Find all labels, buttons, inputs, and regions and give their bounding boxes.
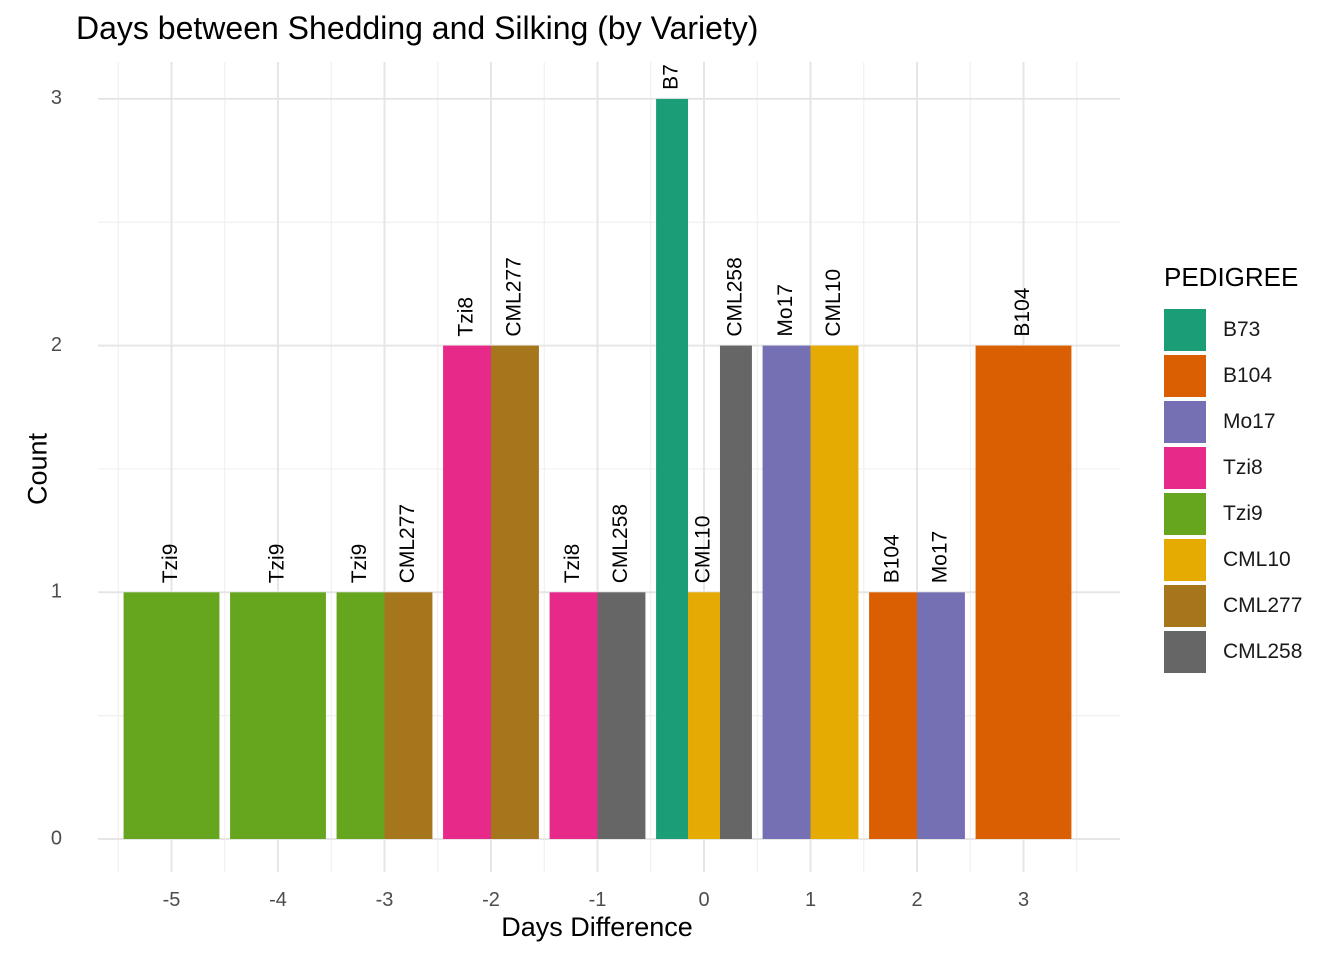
x-tick-label: -1 (589, 889, 607, 911)
legend-label: B73 (1223, 318, 1261, 341)
bar-tzi8 (443, 345, 491, 839)
legend-label: Mo17 (1223, 410, 1276, 433)
bar-label: Mo17 (929, 531, 952, 584)
legend-label: Tzi9 (1223, 502, 1263, 525)
bar-label: CML277 (503, 257, 526, 336)
x-tick-label: 0 (698, 889, 709, 911)
legend-item: B73 (1164, 307, 1302, 353)
x-tick-label: -5 (163, 889, 181, 911)
bar-tzi9 (230, 592, 326, 839)
bar-label: B104 (881, 534, 904, 583)
bar-cml258 (597, 592, 646, 839)
legend-title: PEDIGREE (1164, 262, 1299, 292)
bar-cml277 (491, 345, 539, 839)
y-axis-title: Count (22, 432, 53, 506)
legend-label: CML10 (1223, 548, 1291, 571)
bar-b73 (656, 98, 689, 839)
bar-label: Tzi8 (455, 297, 478, 337)
bar-label: Tzi9 (266, 544, 289, 584)
x-tick-label: -2 (482, 889, 500, 911)
legend-item: CML277 (1164, 583, 1302, 629)
y-tick-label: 0 (51, 827, 62, 849)
x-axis-title: Days Difference (501, 912, 693, 942)
legend-item: CML10 (1164, 537, 1302, 583)
bar-tzi8 (549, 592, 598, 839)
bar-label: CML258 (723, 257, 746, 336)
legend-swatch (1164, 539, 1206, 581)
bar-cml277 (384, 592, 433, 839)
legend-item: CML258 (1164, 629, 1302, 675)
bar-label: Tzi8 (561, 544, 584, 584)
legend: PEDIGREE B73 B104 Mo17 Tzi8 Tzi9 CML10 CML277 C… (1164, 262, 1302, 675)
bar-label: Tzi9 (348, 544, 371, 584)
legend-swatch (1164, 401, 1206, 443)
bar-tzi9 (336, 592, 385, 839)
y-tick-label: 1 (51, 581, 62, 603)
bar-label: Tzi9 (159, 544, 182, 584)
bar-label: B7 (660, 64, 683, 90)
chart-title: Days between Shedding and Silking (by Va… (76, 10, 759, 46)
x-tick-label: 3 (1018, 889, 1029, 911)
legend-item: Tzi8 (1164, 445, 1302, 491)
bar-label: CML10 (692, 516, 715, 584)
legend-item: B104 (1164, 353, 1302, 399)
x-tick-label: -3 (376, 889, 394, 911)
bar-b104 (869, 592, 917, 839)
x-tick-label: 2 (911, 889, 922, 911)
legend-swatch (1164, 447, 1206, 489)
legend-swatch (1164, 493, 1206, 535)
x-tick-label: -4 (269, 889, 287, 911)
legend-label: B104 (1223, 364, 1273, 387)
bar-tzi9 (123, 592, 220, 839)
bar-cml10 (688, 592, 720, 839)
legend-item: Tzi9 (1164, 491, 1302, 537)
legend-swatch (1164, 355, 1206, 397)
bar-label: Mo17 (774, 284, 797, 337)
bar-cml10 (810, 345, 859, 839)
legend-label: CML258 (1223, 640, 1303, 663)
bar-label: CML277 (396, 504, 419, 583)
y-tick-label: 2 (51, 334, 62, 356)
legend-item: Mo17 (1164, 399, 1302, 445)
bar-label: B104 (1011, 287, 1034, 336)
x-tick-label: 1 (805, 889, 816, 911)
y-tick-label: 3 (51, 87, 62, 109)
bar-cml258 (719, 345, 752, 839)
bar-label: CML10 (822, 269, 845, 337)
legend-swatch (1164, 585, 1206, 627)
bar-label: CML258 (609, 504, 632, 583)
bar-mo17 (917, 592, 965, 839)
bar-mo17 (762, 345, 811, 839)
legend-label: CML277 (1223, 594, 1303, 617)
legend-swatch (1164, 309, 1206, 351)
legend-label: Tzi8 (1223, 456, 1263, 479)
legend-swatch (1164, 631, 1206, 673)
bar-b104 (975, 345, 1072, 839)
